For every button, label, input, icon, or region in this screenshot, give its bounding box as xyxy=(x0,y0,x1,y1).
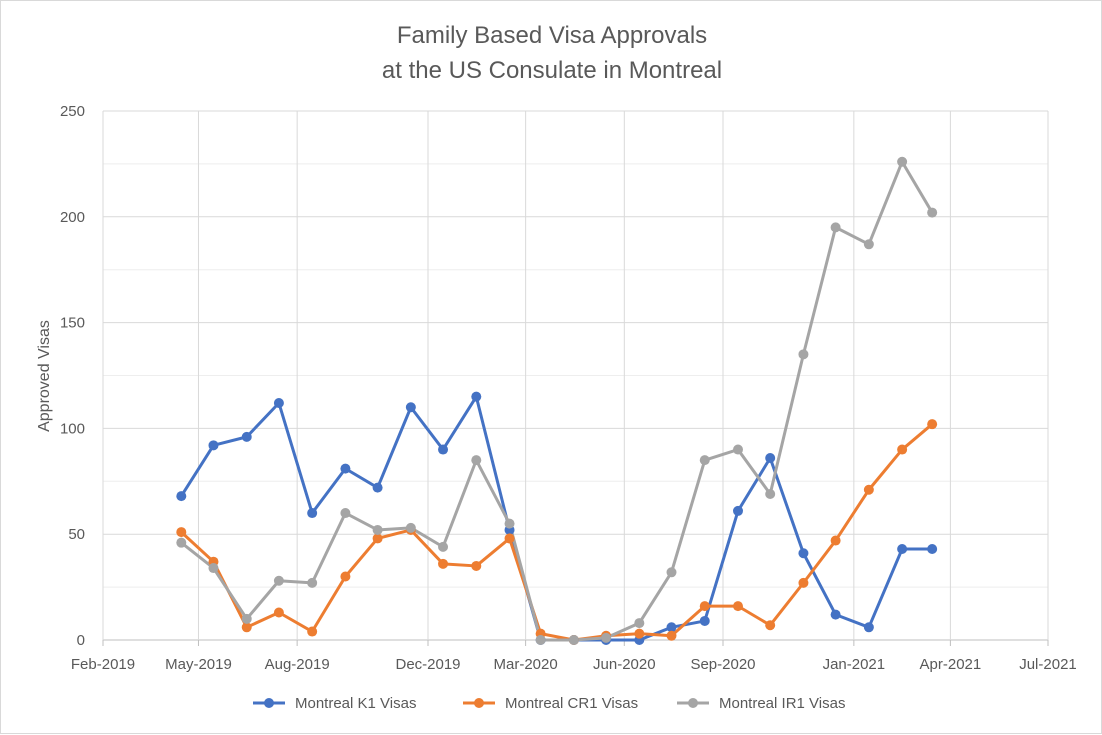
data-point xyxy=(208,440,219,451)
legend-swatch-marker xyxy=(474,698,484,708)
data-point xyxy=(241,622,252,633)
y-tick-label: 100 xyxy=(60,420,85,437)
series-line-2 xyxy=(180,423,934,642)
data-point xyxy=(798,349,809,360)
data-point xyxy=(601,632,612,643)
data-point xyxy=(634,628,645,639)
data-point xyxy=(340,508,351,519)
data-point xyxy=(504,533,515,544)
data-point xyxy=(798,548,809,559)
x-tick-label: Aug-2019 xyxy=(265,656,330,673)
data-point xyxy=(765,620,776,631)
x-tick-label: Dec-2019 xyxy=(395,656,460,673)
data-point xyxy=(307,577,318,588)
data-point xyxy=(666,622,677,633)
data-point xyxy=(273,575,284,586)
data-point xyxy=(438,558,449,569)
data-point xyxy=(176,527,187,538)
x-tick-label: May-2019 xyxy=(165,656,232,673)
x-tick-label: Feb-2019 xyxy=(71,656,135,673)
data-point xyxy=(699,455,710,466)
data-point xyxy=(830,222,841,233)
x-tick-label: Apr-2021 xyxy=(920,656,982,673)
y-tick-label: 250 xyxy=(60,103,85,120)
data-point xyxy=(765,453,776,464)
data-point xyxy=(504,518,515,529)
data-point xyxy=(471,455,482,466)
y-tick-label: 150 xyxy=(60,315,85,332)
data-point xyxy=(830,535,841,546)
legend-label: Montreal CR1 Visas xyxy=(505,695,638,712)
data-point xyxy=(830,609,841,620)
data-point xyxy=(340,463,351,474)
x-tick-label: Jan-2021 xyxy=(823,656,886,673)
data-point xyxy=(699,615,710,626)
data-point xyxy=(372,482,383,493)
data-point xyxy=(273,607,284,618)
y-tick-labels: 0 50 100 150 200 250 xyxy=(60,103,85,649)
data-point xyxy=(897,156,908,167)
y-tick-label: 50 xyxy=(68,526,85,543)
data-point xyxy=(176,537,187,548)
data-point xyxy=(699,601,710,612)
series-line-3 xyxy=(180,160,934,642)
y-tick-label: 0 xyxy=(77,632,85,649)
gridlines xyxy=(102,110,1049,646)
x-tick-labels: Feb-2019 May-2019 Aug-2019 Dec-2019 Mar-2020… xyxy=(71,656,1077,673)
legend-swatch-marker xyxy=(264,698,274,708)
data-point xyxy=(241,613,252,624)
x-tick-label: Mar-2020 xyxy=(494,656,558,673)
data-point xyxy=(471,560,482,571)
y-axis-label: Approved Visas xyxy=(36,320,53,432)
legend-label: Montreal K1 Visas xyxy=(295,695,416,712)
data-point xyxy=(863,622,874,633)
series-points xyxy=(176,156,938,645)
x-tick-label: Sep-2020 xyxy=(690,656,755,673)
data-point xyxy=(535,635,546,645)
data-point xyxy=(307,508,318,519)
chart-title-line-2: at the US Consulate in Montreal xyxy=(382,57,722,84)
data-point xyxy=(666,567,677,578)
data-point xyxy=(273,398,284,409)
data-point xyxy=(733,601,744,612)
data-point xyxy=(733,444,744,455)
data-point xyxy=(307,626,318,637)
data-point xyxy=(405,402,416,413)
data-point xyxy=(438,541,449,552)
data-point xyxy=(765,488,776,499)
y-tick-label: 200 xyxy=(60,209,85,226)
data-point xyxy=(340,571,351,582)
series-line-1 xyxy=(180,395,933,642)
legend-label: Montreal IR1 Visas xyxy=(719,695,845,712)
data-point xyxy=(438,444,449,455)
data-point xyxy=(176,491,187,502)
legend-swatch-marker xyxy=(688,698,698,708)
series-lines xyxy=(180,160,934,642)
data-point xyxy=(897,444,908,455)
data-point xyxy=(863,484,874,495)
data-point xyxy=(241,431,252,442)
data-point xyxy=(733,505,744,516)
data-point xyxy=(666,630,677,641)
data-point xyxy=(372,524,383,535)
data-point xyxy=(863,239,874,250)
data-point xyxy=(927,419,938,430)
data-point xyxy=(568,635,579,645)
data-point xyxy=(372,533,383,544)
legend: Montreal K1 Visas Montreal CR1 Visas Montr… xyxy=(253,695,845,712)
chart-title-line-1: Family Based Visa Approvals xyxy=(397,22,707,49)
data-point xyxy=(634,618,645,629)
x-tick-label: Jun-2020 xyxy=(593,656,656,673)
data-point xyxy=(927,544,938,555)
data-point xyxy=(897,544,908,555)
x-tick-label: Jul-2021 xyxy=(1019,656,1077,673)
data-point xyxy=(798,577,809,588)
data-point xyxy=(405,522,416,533)
data-point xyxy=(208,563,219,574)
data-point xyxy=(471,391,482,402)
data-point xyxy=(927,207,938,218)
